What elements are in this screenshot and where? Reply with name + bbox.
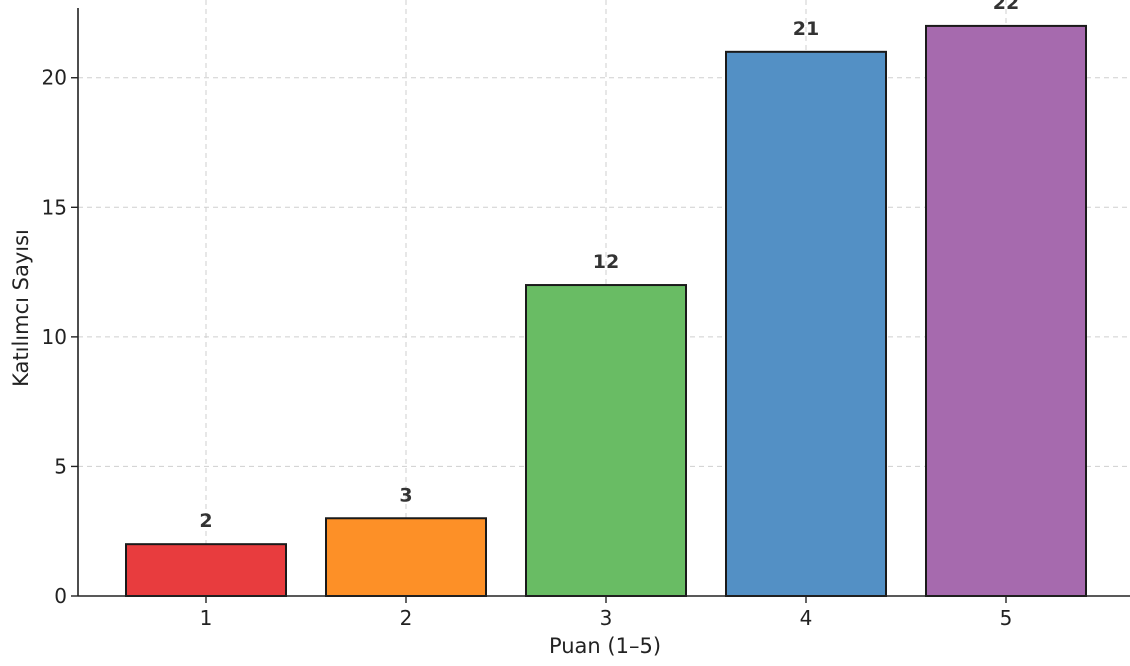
data-label-1: 2 bbox=[199, 510, 212, 532]
x-axis-label: Puan (1–5) bbox=[549, 634, 661, 658]
x-ticks: 1 2 3 4 5 bbox=[200, 596, 1013, 630]
y-tick-label: 15 bbox=[42, 195, 67, 219]
data-label-3: 12 bbox=[593, 251, 619, 273]
bars bbox=[125, 24, 1087, 598]
bar-4 bbox=[725, 50, 887, 597]
x-tick-label: 5 bbox=[1000, 606, 1013, 630]
x-tick-label: 2 bbox=[400, 606, 413, 630]
bar-5 bbox=[925, 24, 1087, 598]
x-tick-label: 1 bbox=[200, 606, 213, 630]
x-tick-label: 4 bbox=[800, 606, 813, 630]
y-tick-label: 10 bbox=[42, 325, 67, 349]
axes bbox=[77, 8, 1130, 597]
bar-2 bbox=[325, 517, 487, 597]
y-tick-label: 0 bbox=[54, 584, 67, 608]
data-label-5: 22 bbox=[993, 0, 1019, 14]
y-tick-label: 20 bbox=[42, 66, 67, 90]
bar-1 bbox=[125, 543, 287, 597]
data-labels: 2 3 12 21 22 bbox=[199, 0, 1019, 532]
y-tick-label: 5 bbox=[54, 454, 67, 478]
x-tick-label: 3 bbox=[600, 606, 613, 630]
data-label-2: 3 bbox=[399, 484, 412, 506]
bar-3 bbox=[525, 284, 687, 597]
y-axis-label: Katılımcı Sayısı bbox=[9, 229, 33, 387]
data-label-4: 21 bbox=[793, 18, 819, 40]
y-ticks: 0 5 10 15 20 bbox=[42, 66, 78, 608]
